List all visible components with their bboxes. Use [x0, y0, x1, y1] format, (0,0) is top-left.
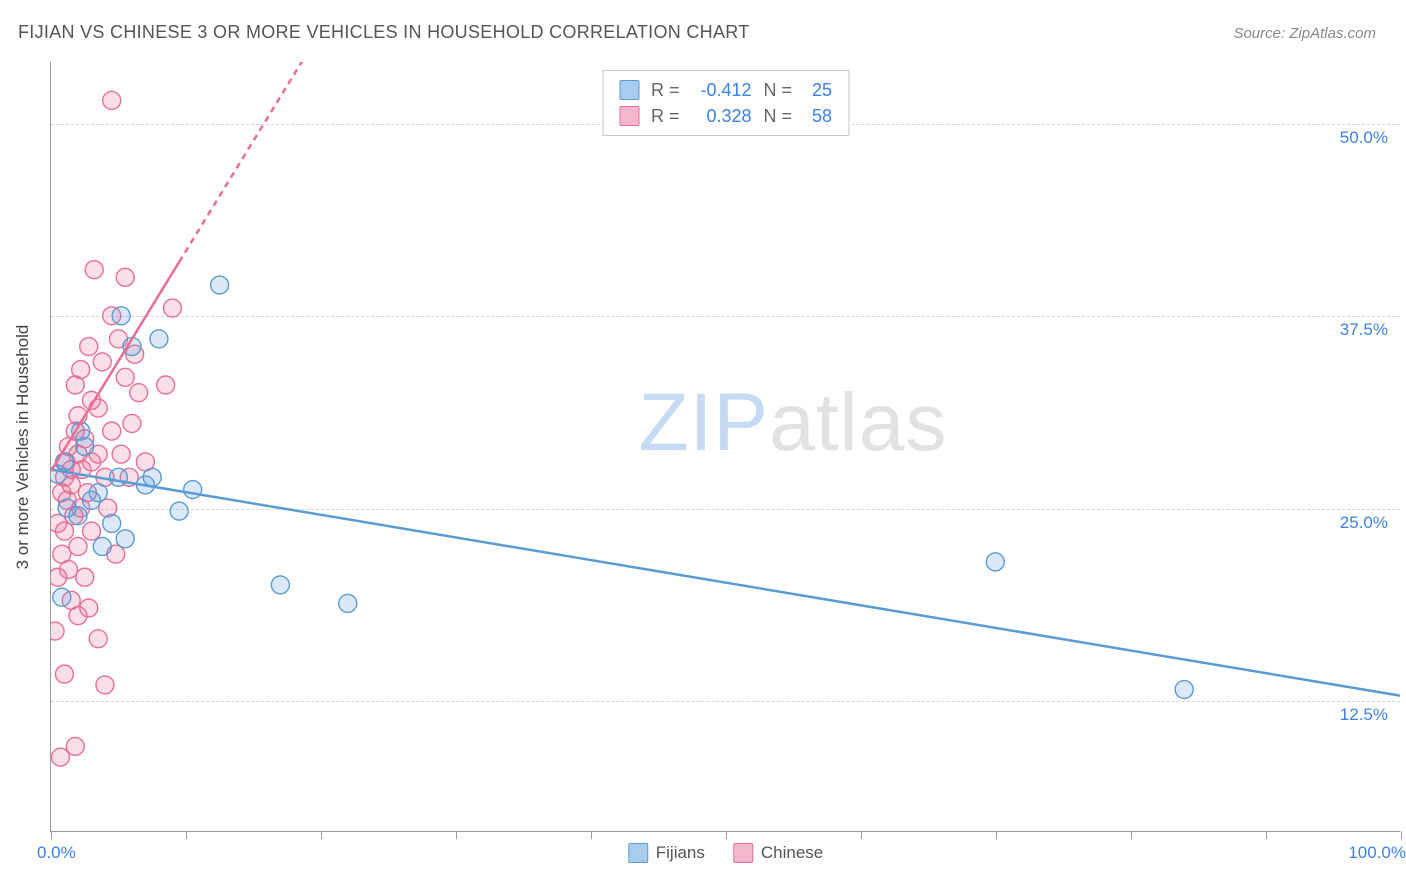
scatter-point: [93, 353, 111, 371]
scatter-point: [109, 468, 127, 486]
scatter-point: [170, 502, 188, 520]
scatter-point: [69, 507, 87, 525]
stats-r-label: R =: [651, 77, 680, 103]
chart-header: FIJIAN VS CHINESE 3 OR MORE VEHICLES IN …: [0, 0, 1406, 51]
scatter-point: [72, 361, 90, 379]
scatter-point: [1175, 681, 1193, 699]
x-tick: [1401, 831, 1402, 839]
x-tick: [1266, 831, 1267, 839]
scatter-point: [986, 553, 1004, 571]
scatter-point: [112, 445, 130, 463]
scatter-point: [55, 453, 73, 471]
scatter-point: [116, 368, 134, 386]
regression-line: [179, 62, 307, 262]
scatter-point: [69, 537, 87, 555]
stats-row-chinese: R = 0.328 N = 58: [619, 103, 832, 129]
scatter-point: [55, 665, 73, 683]
x-tick: [456, 831, 457, 839]
scatter-point: [143, 468, 161, 486]
scatter-point: [93, 537, 111, 555]
regression-line: [51, 470, 1400, 696]
scatter-point: [80, 338, 98, 356]
scatter-point: [89, 484, 107, 502]
stats-r-fijians: -0.412: [690, 77, 752, 103]
correlation-stats-box: R = -0.412 N = 25 R = 0.328 N = 58: [602, 70, 849, 136]
y-axis-label: 3 or more Vehicles in Household: [13, 324, 33, 569]
swatch-fijians: [619, 80, 639, 100]
stats-row-fijians: R = -0.412 N = 25: [619, 77, 832, 103]
stats-n-fijians: 25: [802, 77, 832, 103]
stats-n-label: N =: [764, 77, 793, 103]
x-axis-min-label: 0.0%: [37, 843, 76, 863]
scatter-point: [123, 414, 141, 432]
scatter-point: [89, 630, 107, 648]
legend-label-fijians: Fijians: [656, 843, 705, 863]
scatter-point: [89, 399, 107, 417]
x-axis-max-label: 100.0%: [1348, 843, 1406, 863]
legend-label-chinese: Chinese: [761, 843, 823, 863]
x-tick: [861, 831, 862, 839]
chart-source: Source: ZipAtlas.com: [1233, 25, 1376, 42]
scatter-point: [76, 568, 94, 586]
scatter-point: [103, 422, 121, 440]
scatter-point: [116, 268, 134, 286]
x-tick: [51, 831, 52, 839]
x-tick: [726, 831, 727, 839]
chart-plot-area: 3 or more Vehicles in Household ZIPatlas…: [50, 62, 1400, 832]
scatter-point: [80, 599, 98, 617]
scatter-point: [96, 676, 114, 694]
scatter-point: [103, 514, 121, 532]
swatch-chinese: [619, 106, 639, 126]
scatter-point: [150, 330, 168, 348]
scatter-point: [51, 622, 64, 640]
legend: Fijians Chinese: [618, 843, 834, 863]
scatter-point: [76, 438, 94, 456]
legend-fijians: Fijians: [628, 843, 705, 863]
scatter-point: [211, 276, 229, 294]
x-tick: [321, 831, 322, 839]
x-tick: [186, 831, 187, 839]
stats-n-label: N =: [764, 103, 793, 129]
scatter-svg: [51, 62, 1400, 831]
scatter-point: [130, 384, 148, 402]
scatter-point: [66, 737, 84, 755]
scatter-point: [157, 376, 175, 394]
stats-r-chinese: 0.328: [690, 103, 752, 129]
x-tick: [591, 831, 592, 839]
stats-n-chinese: 58: [802, 103, 832, 129]
scatter-point: [53, 588, 71, 606]
scatter-point: [271, 576, 289, 594]
scatter-point: [112, 307, 130, 325]
chart-title: FIJIAN VS CHINESE 3 OR MORE VEHICLES IN …: [18, 22, 750, 43]
scatter-point: [339, 594, 357, 612]
x-tick: [1131, 831, 1132, 839]
scatter-point: [82, 522, 100, 540]
legend-swatch-chinese: [733, 843, 753, 863]
legend-swatch-fijians: [628, 843, 648, 863]
scatter-point: [85, 261, 103, 279]
scatter-point: [116, 530, 134, 548]
scatter-point: [163, 299, 181, 317]
legend-chinese: Chinese: [733, 843, 823, 863]
scatter-point: [60, 561, 78, 579]
x-tick: [996, 831, 997, 839]
stats-r-label: R =: [651, 103, 680, 129]
scatter-point: [184, 481, 202, 499]
scatter-point: [103, 91, 121, 109]
